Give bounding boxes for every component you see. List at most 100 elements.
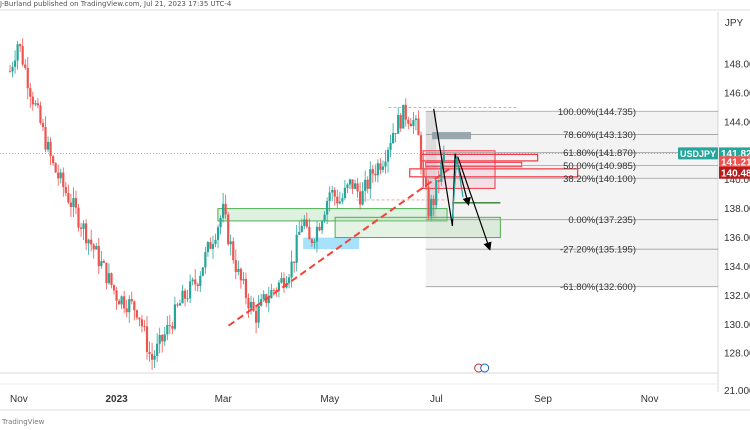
candle-body xyxy=(318,226,321,231)
candle-body xyxy=(54,163,57,173)
candle-body xyxy=(57,172,60,179)
candle-body xyxy=(320,221,324,231)
candle-body xyxy=(135,310,138,318)
y-tick-label: 128.00 xyxy=(724,349,750,360)
candle-body xyxy=(90,239,93,245)
y-tick-label: 144.00 xyxy=(724,117,750,128)
fib-level-label: 78.60%(143.130) xyxy=(563,130,636,141)
candlestick-series xyxy=(8,38,445,370)
candle-body xyxy=(24,64,27,68)
event-icon-2 xyxy=(480,363,490,373)
candle-body xyxy=(181,290,184,304)
light-blue-box xyxy=(303,237,360,250)
candle-body xyxy=(381,166,385,170)
candle-body xyxy=(29,88,32,97)
candle-body xyxy=(148,352,151,354)
candle-body xyxy=(69,202,72,208)
candle-body xyxy=(308,226,311,240)
candle-body xyxy=(414,118,418,121)
candle-body xyxy=(399,115,402,129)
oscillator-value-label: 21.000 xyxy=(724,386,750,397)
candle-body xyxy=(371,169,374,174)
candle-body xyxy=(290,261,293,278)
candle-body xyxy=(107,273,111,284)
candle-body xyxy=(422,168,425,178)
candle-body xyxy=(82,223,85,229)
candle-body xyxy=(384,161,387,167)
candle-body xyxy=(163,334,166,342)
candle-body xyxy=(391,132,395,144)
fib-level-label: 61.80%(141.870) xyxy=(563,148,636,159)
candle-body xyxy=(110,273,113,286)
fib-level-label: 50.00%(140.985) xyxy=(563,161,636,172)
candle-body xyxy=(128,299,131,313)
candle-body xyxy=(150,353,154,360)
candle-body xyxy=(77,207,80,228)
candle-body xyxy=(176,304,179,306)
candle-body xyxy=(442,151,445,162)
candle-body xyxy=(435,180,438,206)
x-axis: Nov 2023 Mar May Jul Sep Nov xyxy=(10,394,658,405)
candle-body xyxy=(201,267,204,276)
candle-body xyxy=(105,262,108,284)
candle-body xyxy=(300,225,303,232)
y-tick-label: 134.00 xyxy=(724,262,750,273)
candle-body xyxy=(338,201,341,204)
candle-body xyxy=(224,203,227,215)
candle-body xyxy=(440,161,443,182)
projection-arrow xyxy=(433,108,471,227)
candle-body xyxy=(257,305,260,323)
candle-body xyxy=(293,261,296,263)
publisher-caption: J-Burland published on TradingView.com, … xyxy=(0,0,232,8)
candle-body xyxy=(173,304,177,329)
candle-body xyxy=(315,226,319,242)
candle-body xyxy=(79,227,83,229)
y-tick-label: 148.00 xyxy=(724,60,750,71)
candle-body xyxy=(219,218,222,228)
candle-body xyxy=(282,278,286,288)
candle-body xyxy=(227,214,230,245)
candle-body xyxy=(272,290,275,291)
candle-body xyxy=(303,219,306,226)
candle-body xyxy=(222,203,225,219)
x-tick-label: May xyxy=(320,394,339,405)
candle-body xyxy=(351,179,354,189)
candle-body xyxy=(232,241,235,261)
candle-body xyxy=(178,303,182,306)
candle-body xyxy=(199,275,202,287)
candle-body xyxy=(364,179,367,191)
candle-body xyxy=(21,46,24,65)
y-tick-label: 130.00 xyxy=(724,320,750,331)
price-badge xyxy=(719,166,750,179)
candle-body xyxy=(41,122,45,127)
candle-body xyxy=(346,184,349,188)
candle-body xyxy=(376,163,379,176)
fib-level-label: -27.20%(135.195) xyxy=(560,245,636,256)
candle-body xyxy=(52,156,55,164)
candle-body xyxy=(407,119,410,124)
candle-body xyxy=(249,301,253,309)
candle-body xyxy=(59,172,62,179)
candle-body xyxy=(143,326,146,328)
candle-body xyxy=(254,310,258,323)
candle-body xyxy=(432,198,435,206)
candle-body xyxy=(156,343,159,356)
candle-body xyxy=(437,180,440,182)
candle-body xyxy=(366,179,369,189)
candle-body xyxy=(189,281,192,299)
candle-body xyxy=(153,355,156,360)
x-tick-label: Nov xyxy=(641,394,659,405)
candle-body xyxy=(336,196,339,204)
candle-body xyxy=(417,118,420,136)
candle-body xyxy=(234,260,237,273)
candle-body xyxy=(209,242,212,249)
candle-body xyxy=(115,290,118,301)
candle-body xyxy=(295,234,298,263)
y-tick-label: 146.00 xyxy=(724,88,750,99)
candle-body xyxy=(216,227,220,240)
candle-body xyxy=(333,190,336,197)
fib-level-label: 0.00%(137.235) xyxy=(568,215,636,226)
candle-body xyxy=(97,245,100,267)
candle-body xyxy=(397,115,400,134)
